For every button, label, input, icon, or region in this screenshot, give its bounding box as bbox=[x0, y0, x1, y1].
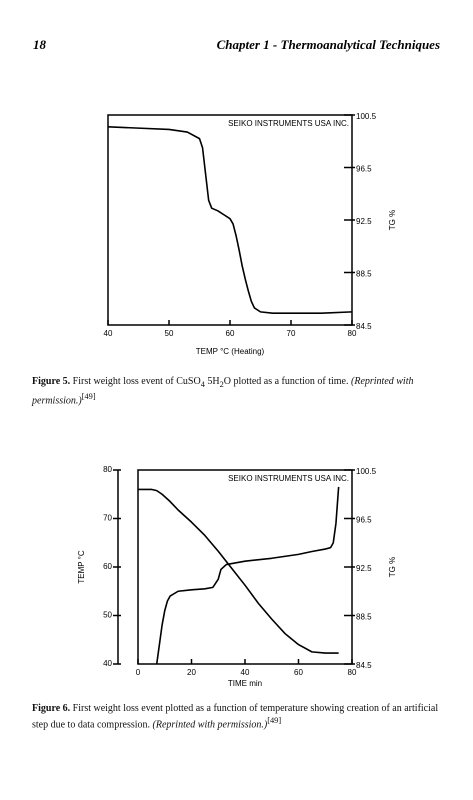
caption-ref: [49] bbox=[267, 716, 282, 725]
data-line bbox=[107, 126, 353, 314]
y2-tick-label: 100.5 bbox=[356, 112, 377, 121]
y-tick-label: 40 bbox=[103, 659, 112, 668]
caption: Figure 5. First weight loss event of CuS… bbox=[32, 376, 444, 407]
y2-tick-label: 92.5 bbox=[356, 564, 372, 573]
y-tick-label: 50 bbox=[103, 611, 112, 620]
x-tick-label: 0 bbox=[136, 668, 141, 677]
caption-ref: [49] bbox=[81, 392, 96, 401]
page-number: 18 bbox=[33, 37, 46, 52]
x-axis-title: TEMP °C (Heating) bbox=[196, 347, 265, 356]
caption-text: O plotted as a function of time. bbox=[223, 376, 349, 387]
caption: Figure 6. First weight loss event plotte… bbox=[32, 703, 444, 731]
x-tick-label: 20 bbox=[187, 668, 196, 677]
running-title: Chapter 1 - Thermoanalytical Techniques bbox=[216, 37, 440, 52]
y-axis-title: TEMP °C bbox=[77, 550, 86, 584]
y2-tick-label: 84.5 bbox=[356, 322, 372, 331]
y-tick-label: 70 bbox=[103, 514, 112, 523]
caption-label: Figure 5. bbox=[32, 376, 71, 387]
annotation: SEIKO INSTRUMENTS USA INC. bbox=[228, 119, 349, 128]
x-tick-label: 40 bbox=[104, 329, 113, 338]
y2-axis-title: TG % bbox=[388, 210, 397, 230]
y2-tick-label: 96.5 bbox=[356, 516, 372, 525]
caption-text: First weight loss event of CuSO bbox=[72, 376, 201, 387]
plot-frame bbox=[137, 469, 353, 665]
caption-sub: 2 bbox=[219, 380, 224, 389]
y2-tick-label: 88.5 bbox=[356, 270, 372, 279]
y2-axis-title: TG % bbox=[388, 557, 397, 577]
y2-tick-label: 88.5 bbox=[356, 613, 372, 622]
x-tick-label: 80 bbox=[348, 329, 357, 338]
x-axis-title: TIME min bbox=[228, 679, 262, 688]
y-tick-label: 60 bbox=[103, 562, 112, 571]
caption-text: First weight loss event plotted as a fun… bbox=[32, 703, 439, 731]
caption-text: 5H bbox=[207, 376, 220, 387]
x-tick-label: 60 bbox=[226, 329, 235, 338]
y2-tick-label: 84.5 bbox=[356, 661, 372, 670]
annotation: SEIKO INSTRUMENTS USA INC. bbox=[228, 474, 349, 483]
x-tick-label: 40 bbox=[241, 668, 250, 677]
caption-sub: 4 bbox=[200, 380, 205, 389]
x-tick-label: 60 bbox=[294, 668, 303, 677]
x-tick-label: 80 bbox=[348, 668, 357, 677]
x-tick-label: 50 bbox=[165, 329, 174, 338]
x-tick-label: 70 bbox=[287, 329, 296, 338]
caption-label: Figure 6. bbox=[32, 703, 71, 714]
caption-note: (Reprinted with permission.) bbox=[32, 376, 414, 407]
y2-tick-label: 92.5 bbox=[356, 217, 372, 226]
y2-tick-label: 96.5 bbox=[356, 165, 372, 174]
data-line bbox=[155, 486, 340, 665]
y-tick-label: 80 bbox=[103, 465, 112, 474]
y2-tick-label: 100.5 bbox=[356, 467, 377, 476]
caption-note: (Reprinted with permission.) bbox=[152, 719, 268, 731]
data-line bbox=[138, 488, 339, 654]
